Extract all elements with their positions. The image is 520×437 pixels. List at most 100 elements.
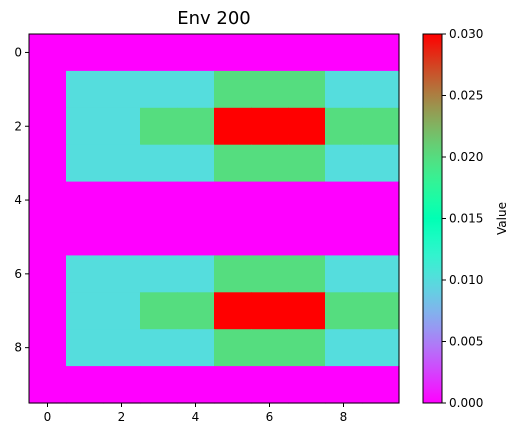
heatmap-cell [66,70,104,109]
heatmap-cell [140,34,178,72]
heatmap-cell [325,181,363,220]
heatmap-cell [177,144,215,183]
heatmap-cell [325,107,363,146]
colorbar-tick-label: 0.010 [449,273,483,287]
heatmap-cell [66,292,104,330]
heatmap-cell [325,70,363,109]
y-tick-label: 6 [14,267,22,281]
heatmap-cell [66,107,104,146]
heatmap-cell [29,218,67,256]
heatmap-cell [214,144,252,183]
heatmap-cell [362,34,400,72]
heatmap-cell [288,34,326,72]
heatmap-cell [251,292,289,330]
x-tick-label: 4 [192,410,200,424]
heatmap-cell [214,292,252,330]
heatmap-cell [251,107,289,146]
heatmap-cell [177,107,215,146]
x-tick-label: 2 [118,410,126,424]
plot-frame [28,33,400,404]
heatmap-cell [214,255,252,293]
heatmap-cell [325,144,363,183]
heatmap-cell [140,218,178,256]
heatmap-cell [177,329,215,367]
colorbar-ticks: 0.000 0.005 0.010 0.015 0.020 0.025 0.030 [442,27,483,410]
heatmap-cell [103,181,141,220]
x-tick-label: 6 [266,410,274,424]
heatmap-cell [214,218,252,256]
heatmap-cell [325,292,363,330]
heatmap-cell [66,255,104,293]
colorbar-label: Value [495,202,509,235]
heatmap-cell [66,366,104,404]
heatmap-cell [140,255,178,293]
heatmap-cell [362,329,400,367]
colorbar: 0.000 0.005 0.010 0.015 0.020 0.025 0.030 Valu… [422,27,509,410]
heatmap-cell [103,255,141,293]
heatmap-cell [29,144,67,183]
heatmap-cell [140,329,178,367]
heatmap-cell [251,144,289,183]
heatmap-cell [251,329,289,367]
chart-title: Env 200 [177,8,251,29]
heatmap-cell [140,107,178,146]
heatmap-cell [103,34,141,72]
heatmap-cell [103,144,141,183]
heatmap-cell [288,144,326,183]
heatmap-cell [66,218,104,256]
colorbar-tick-label: 0.025 [449,89,483,103]
heatmap-cell [214,329,252,367]
y-tick-label: 4 [14,193,22,207]
heatmap-cell [288,218,326,256]
heatmap-cell [362,255,400,293]
heatmap-cell [325,218,363,256]
x-tick-label: 0 [44,410,52,424]
colorbar-tick-label: 0.020 [449,150,483,164]
heatmap-cell [29,366,67,404]
heatmap-cell [251,218,289,256]
heatmap-cell [177,70,215,109]
heatmap-cell [29,181,67,220]
heatmap-cell [362,144,400,183]
heatmap-cell [288,107,326,146]
y-tick-label: 8 [14,341,22,355]
x-tick-label: 8 [340,410,348,424]
heatmap-cell [66,329,104,367]
heatmap-cell [103,366,141,404]
colorbar-tick-label: 0.005 [449,335,483,349]
heatmap-cell [325,329,363,367]
heatmap-cell [214,70,252,109]
heatmap-cell [140,70,178,109]
heatmap-cell [251,255,289,293]
heatmap-cell [177,255,215,293]
heatmap-cell [288,181,326,220]
heatmap-cell [177,366,215,404]
heatmap-cell [103,329,141,367]
heatmap-cell [29,292,67,330]
heatmap-cell [325,255,363,293]
heatmap-cell [214,107,252,146]
heatmap-cell [177,34,215,72]
colorbar-tick-label: 0.030 [449,27,483,41]
heatmap-cell [325,366,363,404]
heatmap-cell [251,34,289,72]
heatmap-cell [177,181,215,220]
heatmap-cell [362,181,400,220]
heatmap-cell [288,329,326,367]
heatmap-cell [214,181,252,220]
x-axis: 0 2 4 6 8 [44,403,348,424]
heatmap-cell [325,34,363,72]
heatmap-cell [362,366,400,404]
heatmap-cell [362,70,400,109]
y-axis: 0 2 4 6 8 [14,45,29,355]
heatmap-cell [66,181,104,220]
heatmap-cell [140,292,178,330]
heatmap-cell [103,70,141,109]
heatmap-cell [140,366,178,404]
heatmap-cells [29,34,400,404]
heatmap-cell [214,366,252,404]
heatmap-cell [29,107,67,146]
heatmap-cell [29,70,67,109]
heatmap-cell [66,34,104,72]
